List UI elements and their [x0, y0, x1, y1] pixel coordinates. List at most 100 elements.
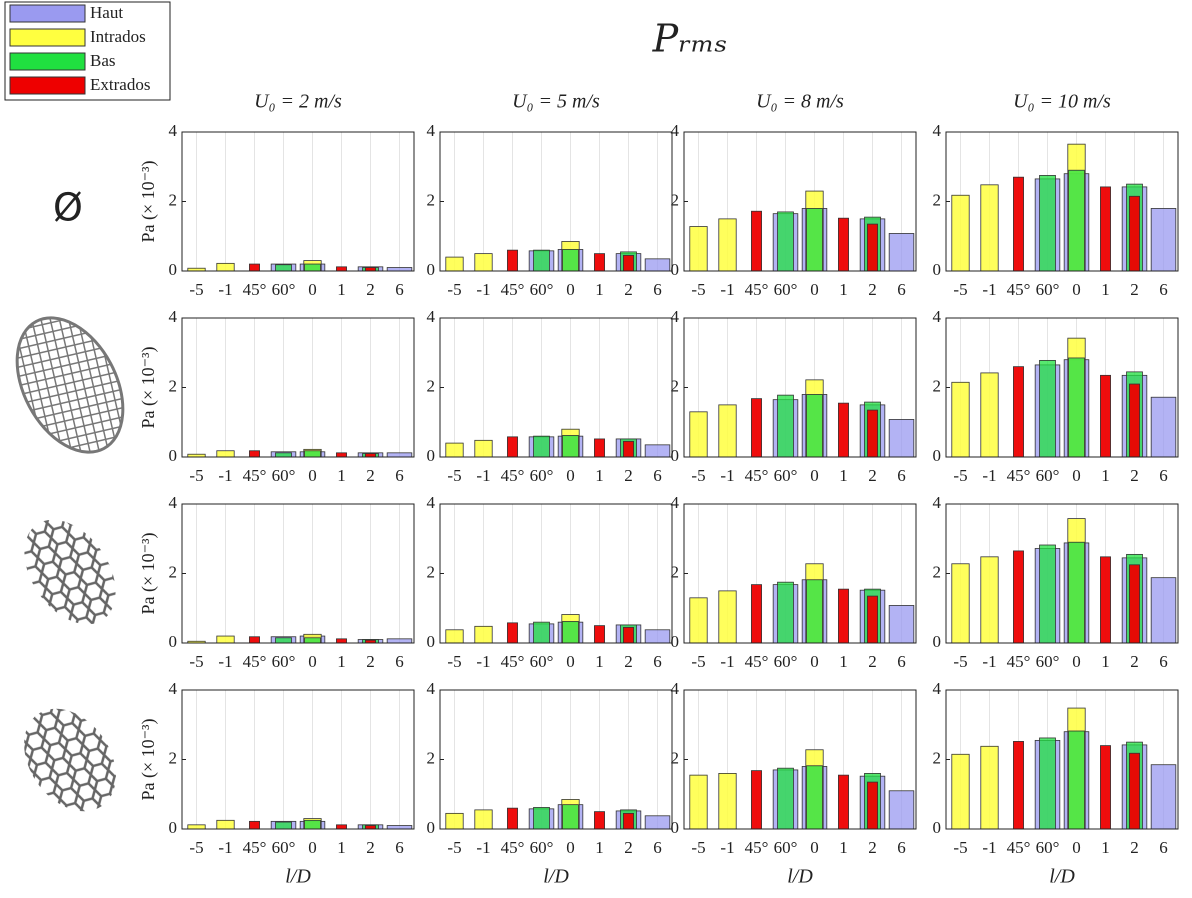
- bar: [867, 409, 878, 458]
- bar: [474, 253, 493, 272]
- bar: [187, 824, 206, 830]
- bar: [718, 590, 737, 644]
- x-tick-label: 6: [1159, 838, 1168, 857]
- x-tick-label: 2: [624, 838, 633, 857]
- bar: [1150, 208, 1177, 272]
- x-tick-label: -5: [953, 466, 967, 485]
- x-tick-label: -5: [447, 652, 461, 671]
- y-tick-label: 2: [427, 190, 436, 209]
- legend-swatch: [9, 4, 86, 23]
- x-tick-label: 0: [566, 280, 575, 299]
- x-tick-label: 6: [1159, 466, 1168, 485]
- plot-frame: [945, 503, 1179, 644]
- bar: [951, 753, 970, 830]
- bar: [249, 450, 260, 458]
- x-tick-label: 1: [595, 280, 604, 299]
- x-tick-label: 6: [897, 652, 906, 671]
- x-tick-label: 6: [653, 652, 662, 671]
- bar: [365, 825, 376, 830]
- y-tick-label: 0: [933, 260, 942, 279]
- x-tick-label: 1: [839, 466, 848, 485]
- bar: [888, 605, 915, 644]
- y-tick-label: 0: [933, 446, 942, 465]
- y-tick-label: 0: [169, 446, 178, 465]
- bar: [644, 444, 671, 458]
- x-tick-label: 60°: [272, 838, 296, 857]
- x-tick-label: 60°: [530, 466, 554, 485]
- bar: [445, 629, 464, 644]
- x-tick-label: -5: [447, 280, 461, 299]
- bar: [806, 208, 823, 272]
- bar: [1068, 357, 1085, 458]
- x-tick-label: 60°: [1036, 280, 1060, 299]
- x-tick-label: 45°: [501, 280, 525, 299]
- bar: [1039, 544, 1056, 644]
- y-tick-label: 4: [933, 679, 942, 698]
- x-tick-label: -5: [189, 838, 203, 857]
- plot-frame: [945, 131, 1179, 272]
- plot-frame: [181, 689, 415, 830]
- x-tick-label: 1: [595, 466, 604, 485]
- y-tick-label: 2: [933, 190, 942, 209]
- x-tick-label: -5: [447, 466, 461, 485]
- bar: [336, 638, 347, 644]
- bar: [838, 588, 849, 644]
- bar: [249, 636, 260, 644]
- bar: [1129, 195, 1140, 272]
- x-tick-label: 45°: [745, 838, 769, 857]
- x-tick-label: 2: [1130, 838, 1139, 857]
- y-tick-label: 0: [933, 818, 942, 837]
- y-axis-label: Pa (× 10⁻³): [138, 346, 159, 428]
- x-tick-label: -5: [189, 280, 203, 299]
- plot-frame: [683, 317, 917, 458]
- x-tick-label: 60°: [774, 838, 798, 857]
- y-tick-label: 0: [169, 260, 178, 279]
- x-tick-label: -1: [982, 838, 996, 857]
- x-tick-label: 60°: [530, 280, 554, 299]
- bar: [777, 767, 794, 830]
- x-tick-label: 60°: [272, 652, 296, 671]
- y-tick-label: 4: [427, 307, 436, 326]
- bar: [951, 563, 970, 644]
- plot-frame: [181, 503, 415, 644]
- bar: [216, 819, 235, 830]
- x-tick-label: 45°: [243, 466, 267, 485]
- bar: [562, 435, 579, 458]
- x-tick-label: 60°: [774, 280, 798, 299]
- y-tick-label: 2: [169, 562, 178, 581]
- y-tick-label: 2: [671, 376, 680, 395]
- legend-label: Extrados: [90, 75, 150, 94]
- plot-frame: [439, 689, 673, 830]
- bar: [1068, 730, 1085, 830]
- bar: [336, 824, 347, 830]
- x-tick-label: -1: [476, 280, 490, 299]
- x-tick-label: 45°: [745, 280, 769, 299]
- x-tick-label: 0: [1072, 838, 1081, 857]
- bar: [533, 621, 550, 644]
- bar: [275, 821, 292, 830]
- x-axis-label: l/D: [543, 866, 569, 888]
- x-tick-label: 2: [868, 466, 877, 485]
- bar: [216, 635, 235, 644]
- x-tick-label: 1: [1101, 280, 1110, 299]
- x-tick-label: 6: [395, 838, 404, 857]
- x-tick-label: 2: [868, 280, 877, 299]
- x-tick-label: 2: [624, 466, 633, 485]
- bar: [533, 435, 550, 458]
- x-tick-label: 1: [1101, 466, 1110, 485]
- plot-area: [440, 504, 672, 643]
- y-tick-label: 2: [671, 562, 680, 581]
- y-tick-label: 2: [427, 376, 436, 395]
- x-tick-label: -5: [953, 838, 967, 857]
- x-tick-label: 1: [337, 466, 346, 485]
- bar: [980, 184, 999, 272]
- x-tick-label: -1: [982, 280, 996, 299]
- x-tick-label: 0: [810, 652, 819, 671]
- x-tick-label: -1: [476, 466, 490, 485]
- y-tick-label: 4: [427, 493, 436, 512]
- bar: [1013, 550, 1024, 644]
- x-tick-label: -1: [720, 466, 734, 485]
- y-tick-label: 0: [427, 446, 436, 465]
- bar: [838, 217, 849, 272]
- bar: [249, 820, 260, 830]
